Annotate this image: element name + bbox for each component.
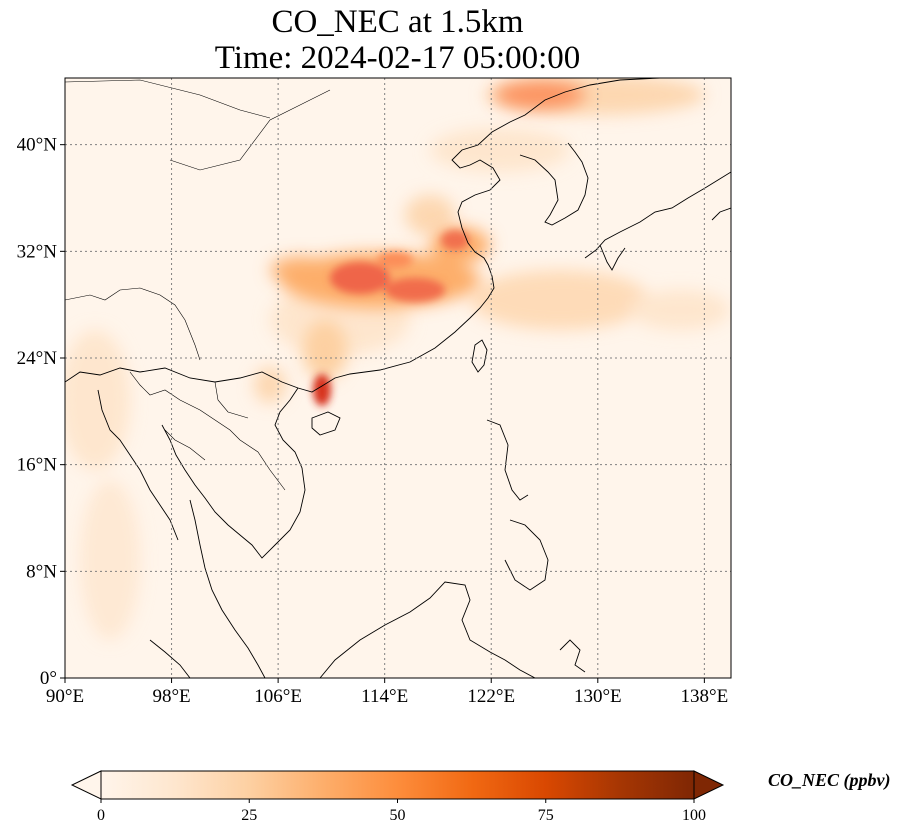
concentration-field <box>65 78 730 640</box>
china-coast <box>65 78 661 393</box>
taiwan-coast <box>471 339 488 373</box>
lon-tick-label: 90°E <box>46 686 84 707</box>
map-title-time: Time: 2024-02-17 05:00:00 <box>214 40 581 76</box>
lat-tick-label: 24°N <box>17 348 58 369</box>
lon-tick-label: 106°E <box>254 686 302 707</box>
philippines-south <box>504 519 549 591</box>
philippines-luzon <box>486 419 529 501</box>
colorbar: 0 25 50 75 100 <box>70 770 725 824</box>
coastlines <box>65 78 731 678</box>
lat-tick-label: 32°N <box>17 241 58 262</box>
gridlines <box>65 78 731 678</box>
colorbar-tick-label: 0 <box>97 807 105 824</box>
borneo-coast <box>319 581 536 678</box>
malay-peninsula <box>189 499 266 678</box>
background-plumes <box>65 78 730 640</box>
map-title-variable: CO_NEC at 1.5km <box>271 4 524 40</box>
colorbar-extend-max <box>693 770 725 800</box>
colorbar-tick-label: 75 <box>538 807 554 824</box>
sumatra-coast <box>149 639 191 678</box>
colorbar-extend-min <box>70 770 102 800</box>
lat-tick-label: 0° <box>40 668 57 689</box>
map-frame <box>64 77 732 679</box>
lon-tick-label: 138°E <box>681 686 729 707</box>
colorbar-tick-label: 100 <box>682 807 706 824</box>
sulawesi-coast <box>559 639 586 673</box>
myanmar-coast <box>97 389 179 541</box>
longitude-ticks: 90°E 98°E 106°E 114°E 122°E 130°E 138°E <box>46 678 728 707</box>
japan-coast <box>584 171 731 259</box>
indochina-coast <box>161 387 306 559</box>
inner-borders <box>65 79 331 491</box>
colorbar-label: CO_NEC (ppbv) <box>768 770 891 790</box>
lon-tick-label: 114°E <box>361 686 408 707</box>
lat-tick-label: 8°N <box>26 561 57 582</box>
japan-south <box>599 207 731 271</box>
map-background <box>65 78 731 678</box>
lat-tick-label: 16°N <box>17 455 58 476</box>
lat-tick-label: 40°N <box>17 135 58 156</box>
hainan-coast <box>311 411 341 436</box>
colorbar-body <box>101 771 694 799</box>
latitude-ticks: 0° 8°N 16°N 24°N 32°N 40°N <box>17 135 65 689</box>
lon-tick-label: 98°E <box>152 686 190 707</box>
lon-tick-label: 130°E <box>574 686 622 707</box>
colorbar-tick-label: 50 <box>390 807 406 824</box>
lon-tick-label: 122°E <box>467 686 515 707</box>
korea-coast <box>519 142 589 226</box>
high-plumes <box>313 230 469 406</box>
colorbar-ticks: 0 25 50 75 100 <box>97 799 706 824</box>
colorbar-tick-label: 25 <box>241 807 257 824</box>
